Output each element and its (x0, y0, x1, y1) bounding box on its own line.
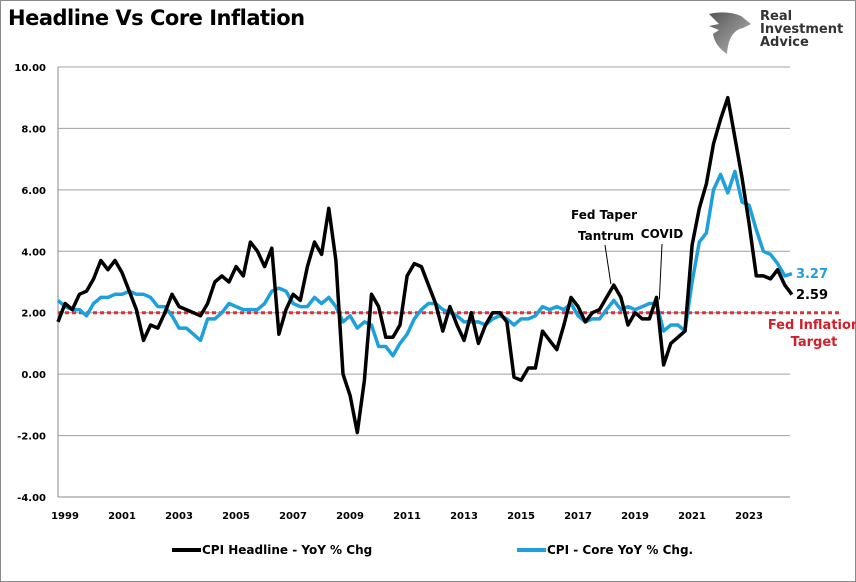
x-tick-label: 2021 (678, 511, 706, 522)
y-tick-label: 10.00 (14, 63, 46, 74)
headline-last-value-label: 2.59 (796, 288, 828, 303)
x-tick-label: 2011 (393, 511, 421, 522)
annotation-label: COVID (641, 227, 683, 241)
core-cpi-line (56, 169, 793, 358)
legend-label-core: CPI - Core YoY % Chg. (547, 543, 693, 557)
x-tick-label: 2005 (222, 511, 250, 522)
y-tick-label: 4.00 (21, 247, 46, 258)
x-tick-label: 2003 (165, 511, 193, 522)
core-last-value-label: 3.27 (796, 267, 828, 282)
fed-target-label-2: Target (791, 335, 838, 350)
x-tick-label: 2001 (108, 511, 136, 522)
annotation-label: Tantrum (578, 229, 634, 243)
logo-text-1: Real (760, 9, 793, 24)
x-tick-label: 2007 (279, 511, 307, 522)
y-tick-label: 6.00 (21, 186, 46, 197)
y-tick-label: -4.00 (17, 493, 46, 504)
x-tick-label: 2009 (336, 511, 364, 522)
chart-title: Headline Vs Core Inflation (8, 6, 305, 30)
eagle-logo-icon (709, 12, 751, 54)
x-tick-label: 2023 (735, 511, 763, 522)
x-tick-label: 2019 (621, 511, 649, 522)
y-tick-label: -2.00 (17, 432, 46, 443)
x-tick-label: 1999 (51, 511, 79, 522)
annotation-label: Fed Taper (571, 208, 637, 222)
x-tick-label: 2017 (564, 511, 592, 522)
fed-target-label-1: Fed Inflation (768, 318, 856, 333)
logo: Real Investment Advice (705, 8, 845, 56)
x-tick-label: 2015 (507, 511, 535, 522)
headline-cpi-line (56, 95, 794, 435)
y-tick-label: 0.00 (21, 370, 46, 381)
logo-text-2: Investment (760, 22, 844, 37)
logo-text-3: Advice (760, 35, 809, 50)
annotation-pointer (658, 243, 663, 300)
annotation-pointer (604, 244, 612, 285)
y-tick-label: 8.00 (21, 124, 46, 135)
legend-label-headline: CPI Headline - YoY % Chg (202, 543, 372, 557)
x-tick-label: 2013 (450, 511, 478, 522)
y-tick-label: 2.00 (21, 309, 46, 320)
